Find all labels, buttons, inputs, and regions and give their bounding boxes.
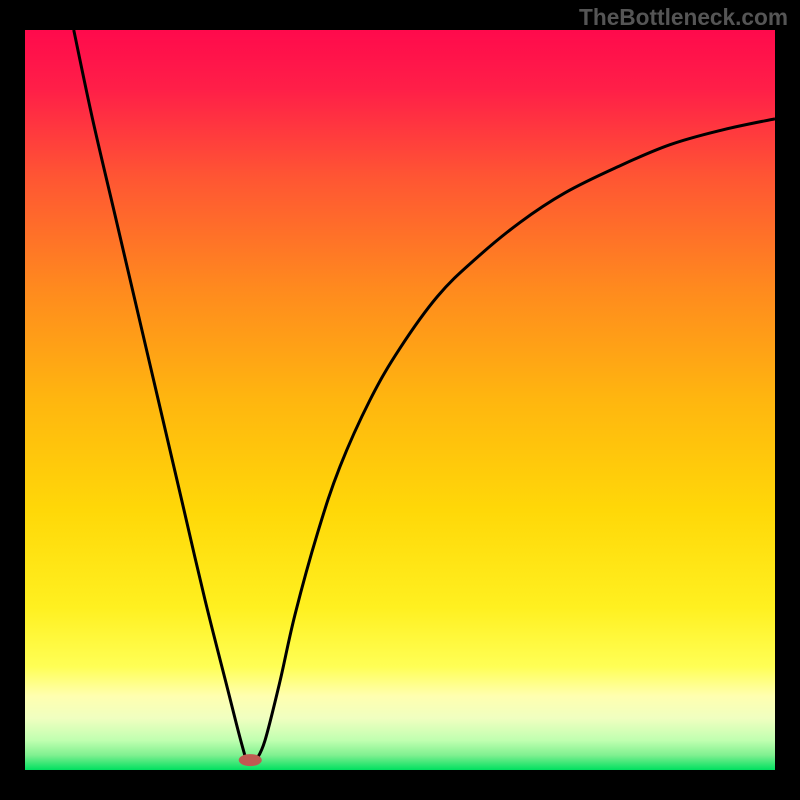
curve-right-branch (256, 119, 775, 761)
curve-left-branch (74, 30, 247, 760)
minimum-marker (239, 754, 262, 766)
plot-outer-frame (0, 0, 800, 800)
bottleneck-curve (25, 30, 775, 770)
plot-area (25, 30, 775, 770)
attribution-text: TheBottleneck.com (579, 4, 788, 31)
